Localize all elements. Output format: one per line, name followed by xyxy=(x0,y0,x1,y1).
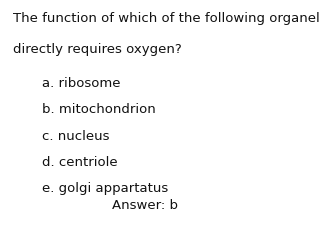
Text: c. nucleus: c. nucleus xyxy=(42,130,109,143)
Text: d. centriole: d. centriole xyxy=(42,156,117,169)
Text: e. golgi appartatus: e. golgi appartatus xyxy=(42,182,168,195)
Text: Answer: b: Answer: b xyxy=(112,199,178,212)
Text: directly requires oxygen?: directly requires oxygen? xyxy=(13,43,181,56)
Text: a. ribosome: a. ribosome xyxy=(42,77,120,90)
Text: b. mitochondrion: b. mitochondrion xyxy=(42,103,155,116)
Text: The function of which of the following organelles: The function of which of the following o… xyxy=(13,12,320,25)
